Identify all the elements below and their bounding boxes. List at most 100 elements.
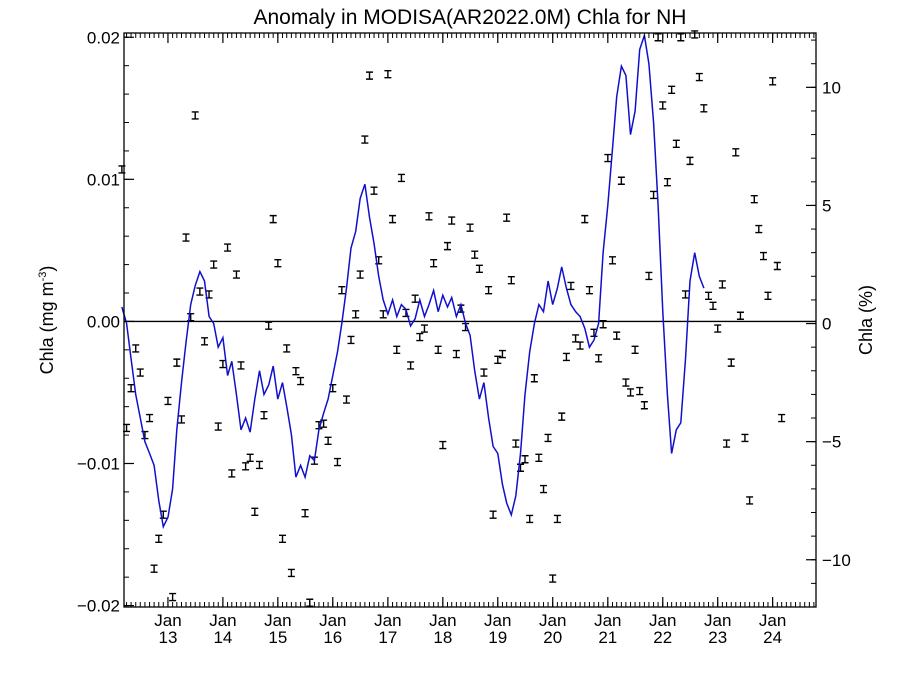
data-point bbox=[485, 285, 493, 295]
data-point bbox=[727, 358, 735, 367]
data-point bbox=[347, 335, 355, 345]
data-point bbox=[164, 396, 172, 406]
data-point bbox=[507, 276, 515, 285]
data-point bbox=[631, 345, 639, 355]
y2-tick-label: 10 bbox=[822, 78, 841, 97]
data-point bbox=[695, 72, 703, 82]
data-point bbox=[452, 349, 460, 359]
x-tick-year-label: 23 bbox=[708, 628, 727, 647]
x-tick-year-label: 24 bbox=[763, 628, 782, 647]
y-tick-label: 0.01 bbox=[87, 170, 120, 189]
data-point bbox=[498, 349, 506, 359]
data-point bbox=[279, 534, 287, 544]
x-tick-month-label: Jan bbox=[594, 611, 621, 630]
data-point bbox=[269, 214, 277, 224]
data-point bbox=[232, 270, 240, 279]
data-point bbox=[393, 345, 401, 355]
data-point bbox=[150, 564, 158, 573]
data-point bbox=[650, 190, 658, 200]
y2-tick-label: 0 bbox=[822, 315, 831, 334]
data-point bbox=[214, 422, 222, 431]
x-tick-year-label: 13 bbox=[158, 628, 177, 647]
data-point bbox=[544, 433, 552, 443]
data-point bbox=[287, 568, 295, 578]
data-point bbox=[356, 270, 364, 279]
data-point bbox=[475, 264, 483, 274]
data-point bbox=[333, 457, 341, 467]
x-tick-month-label: Jan bbox=[704, 611, 731, 630]
data-point bbox=[425, 212, 433, 221]
data-point bbox=[613, 331, 621, 340]
data-point bbox=[132, 344, 140, 353]
data-point bbox=[540, 484, 548, 494]
data-point bbox=[599, 320, 607, 329]
plot-frame bbox=[123, 32, 817, 608]
percent-line bbox=[121, 35, 705, 530]
data-point bbox=[663, 177, 671, 187]
data-point bbox=[718, 280, 726, 289]
data-point bbox=[709, 301, 717, 310]
data-point bbox=[471, 250, 479, 259]
data-point bbox=[228, 469, 236, 478]
x-tick-year-label: 21 bbox=[598, 628, 617, 647]
data-point bbox=[301, 509, 309, 518]
y-axis-label: Chla (mg m-3) bbox=[37, 266, 57, 375]
data-point bbox=[251, 507, 259, 517]
data-point bbox=[201, 337, 209, 346]
x-tick-month-label: Jan bbox=[209, 611, 236, 630]
x-tick-year-label: 19 bbox=[488, 628, 507, 647]
data-point bbox=[764, 291, 772, 301]
data-point bbox=[466, 223, 474, 232]
data-point bbox=[567, 281, 575, 291]
y-axis-label-text: Chla (mg m bbox=[37, 281, 57, 374]
data-point bbox=[384, 70, 392, 79]
data-point bbox=[489, 510, 497, 519]
data-point bbox=[242, 462, 250, 471]
data-point bbox=[736, 311, 744, 320]
data-point bbox=[773, 261, 781, 271]
data-point bbox=[705, 291, 713, 301]
x-tick-month-label: Jan bbox=[374, 611, 401, 630]
data-point bbox=[558, 412, 566, 421]
data-point bbox=[224, 243, 232, 252]
data-point bbox=[672, 139, 680, 149]
data-point bbox=[352, 310, 360, 319]
data-point bbox=[434, 345, 442, 355]
data-point bbox=[416, 332, 424, 342]
data-point bbox=[178, 415, 186, 424]
data-point bbox=[732, 148, 740, 157]
y2-tick-label: −5 bbox=[822, 433, 841, 452]
data-point bbox=[750, 195, 758, 204]
data-point bbox=[686, 156, 694, 166]
data-point bbox=[755, 224, 763, 234]
data-point bbox=[608, 256, 616, 265]
data-point bbox=[389, 214, 397, 224]
x-tick-year-label: 20 bbox=[543, 628, 562, 647]
data-point bbox=[265, 321, 273, 330]
x-tick-year-label: 22 bbox=[653, 628, 672, 647]
data-point bbox=[778, 413, 786, 423]
data-point bbox=[443, 241, 451, 251]
x-tick-month-label: Jan bbox=[539, 611, 566, 630]
y2-tick-label: 5 bbox=[822, 196, 831, 215]
y-axis-label-close: ) bbox=[37, 266, 57, 272]
x-tick-year-label: 17 bbox=[378, 628, 397, 647]
data-point bbox=[246, 453, 254, 463]
data-point bbox=[714, 324, 722, 333]
x-tick-month-label: Jan bbox=[484, 611, 511, 630]
data-point bbox=[723, 439, 731, 448]
data-point bbox=[585, 285, 593, 295]
data-point bbox=[255, 460, 263, 470]
data-point bbox=[237, 361, 245, 370]
plot-area: −0.02−0.010.000.010.02−10−50510Jan13Jan1… bbox=[77, 28, 851, 647]
data-point bbox=[503, 213, 511, 222]
data-point bbox=[182, 233, 190, 242]
data-point bbox=[572, 334, 580, 343]
data-point bbox=[645, 271, 653, 281]
y-tick-label: 0.02 bbox=[87, 28, 120, 47]
data-point bbox=[338, 285, 346, 295]
data-point bbox=[127, 383, 135, 393]
data-point bbox=[640, 401, 648, 410]
data-point bbox=[146, 413, 154, 423]
